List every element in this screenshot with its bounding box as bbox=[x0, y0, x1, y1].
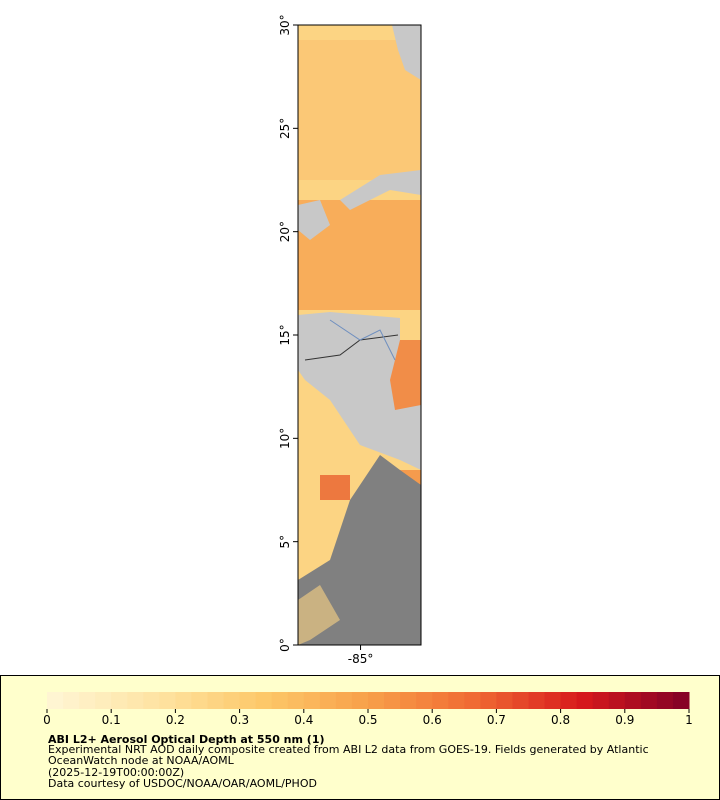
colorbar-step bbox=[496, 692, 513, 709]
colorbar-step bbox=[351, 692, 369, 709]
colorbar-step bbox=[47, 692, 64, 709]
legend-line: Experimental NRT AOD daily composite cre… bbox=[48, 743, 649, 756]
colorbar-tick-label: 0.7 bbox=[487, 713, 506, 727]
colorbar-step bbox=[159, 692, 176, 709]
colorbar-step bbox=[624, 692, 642, 709]
colorbar-step bbox=[368, 692, 385, 709]
colorbar-step bbox=[63, 692, 80, 709]
colorbar-step bbox=[608, 692, 626, 709]
colorbar-step bbox=[544, 692, 562, 709]
legend-line: OceanWatch node at NOAA/AOML bbox=[48, 754, 235, 767]
colorbar-step bbox=[464, 692, 481, 709]
colorbar-step bbox=[432, 692, 449, 709]
colorbar-step bbox=[127, 692, 144, 709]
colorbar-step bbox=[287, 692, 305, 709]
colorbar-step bbox=[656, 692, 674, 709]
colorbar-step bbox=[319, 692, 337, 709]
colorbar-step bbox=[480, 692, 497, 709]
colorbar-step bbox=[560, 692, 578, 709]
colorbar-step bbox=[303, 692, 321, 709]
y-tick-label: 30° bbox=[278, 14, 292, 35]
colorbar-tick-label: 0.8 bbox=[551, 713, 570, 727]
colorbar-step bbox=[335, 692, 353, 709]
colorbar-tick-label: 0.2 bbox=[166, 713, 185, 727]
colorbar-step bbox=[255, 692, 273, 709]
colorbar-step bbox=[191, 692, 208, 709]
colorbar-step bbox=[239, 692, 257, 709]
colorbar-step bbox=[528, 692, 546, 709]
x-tick-label: -85° bbox=[348, 652, 374, 666]
colorbar-step bbox=[79, 692, 96, 709]
colorbar-tick-label: 0 bbox=[43, 713, 51, 727]
colorbar-step bbox=[416, 692, 433, 709]
y-tick-label: 20° bbox=[278, 221, 292, 242]
colorbar-step bbox=[640, 692, 658, 709]
colorbar-step bbox=[592, 692, 610, 709]
colorbar-tick-label: 1 bbox=[685, 713, 693, 727]
y-tick-label: 15° bbox=[278, 324, 292, 345]
colorbar-tick-label: 0.4 bbox=[294, 713, 313, 727]
y-tick-label: 0° bbox=[278, 638, 292, 652]
colorbar-step bbox=[207, 692, 225, 709]
colorbar-step bbox=[223, 692, 241, 709]
colorbar-step bbox=[95, 692, 112, 709]
colorbar-step bbox=[400, 692, 417, 709]
colorbar-step bbox=[175, 692, 192, 709]
colorbar-tick-label: 0.3 bbox=[230, 713, 249, 727]
colorbar-tick-label: 0.6 bbox=[423, 713, 442, 727]
map-image bbox=[298, 25, 421, 645]
colorbar-tick-label: 0.9 bbox=[615, 713, 634, 727]
legend-title: ABI L2+ Aerosol Optical Depth at 550 nm … bbox=[48, 733, 325, 746]
colorbar-tick-label: 0.5 bbox=[358, 713, 377, 727]
legend-line: Data courtesy of USDOC/NOAA/OAR/AOML/PHO… bbox=[48, 777, 317, 790]
legend-line: (2025-12-19T00:00:00Z) bbox=[48, 766, 184, 779]
colorbar-tick-label: 0.1 bbox=[102, 713, 121, 727]
y-tick-label: 5° bbox=[278, 535, 292, 549]
colorbar-step bbox=[448, 692, 465, 709]
colorbar-step bbox=[143, 692, 160, 709]
colorbar-step bbox=[271, 692, 289, 709]
y-tick-label: 10° bbox=[278, 428, 292, 449]
y-tick-label: 25° bbox=[278, 118, 292, 139]
colorbar-step bbox=[576, 692, 594, 709]
colorbar-step bbox=[384, 692, 401, 709]
colorbar-step bbox=[512, 692, 529, 709]
colorbar-step bbox=[111, 692, 128, 709]
colorbar-step bbox=[672, 692, 690, 709]
